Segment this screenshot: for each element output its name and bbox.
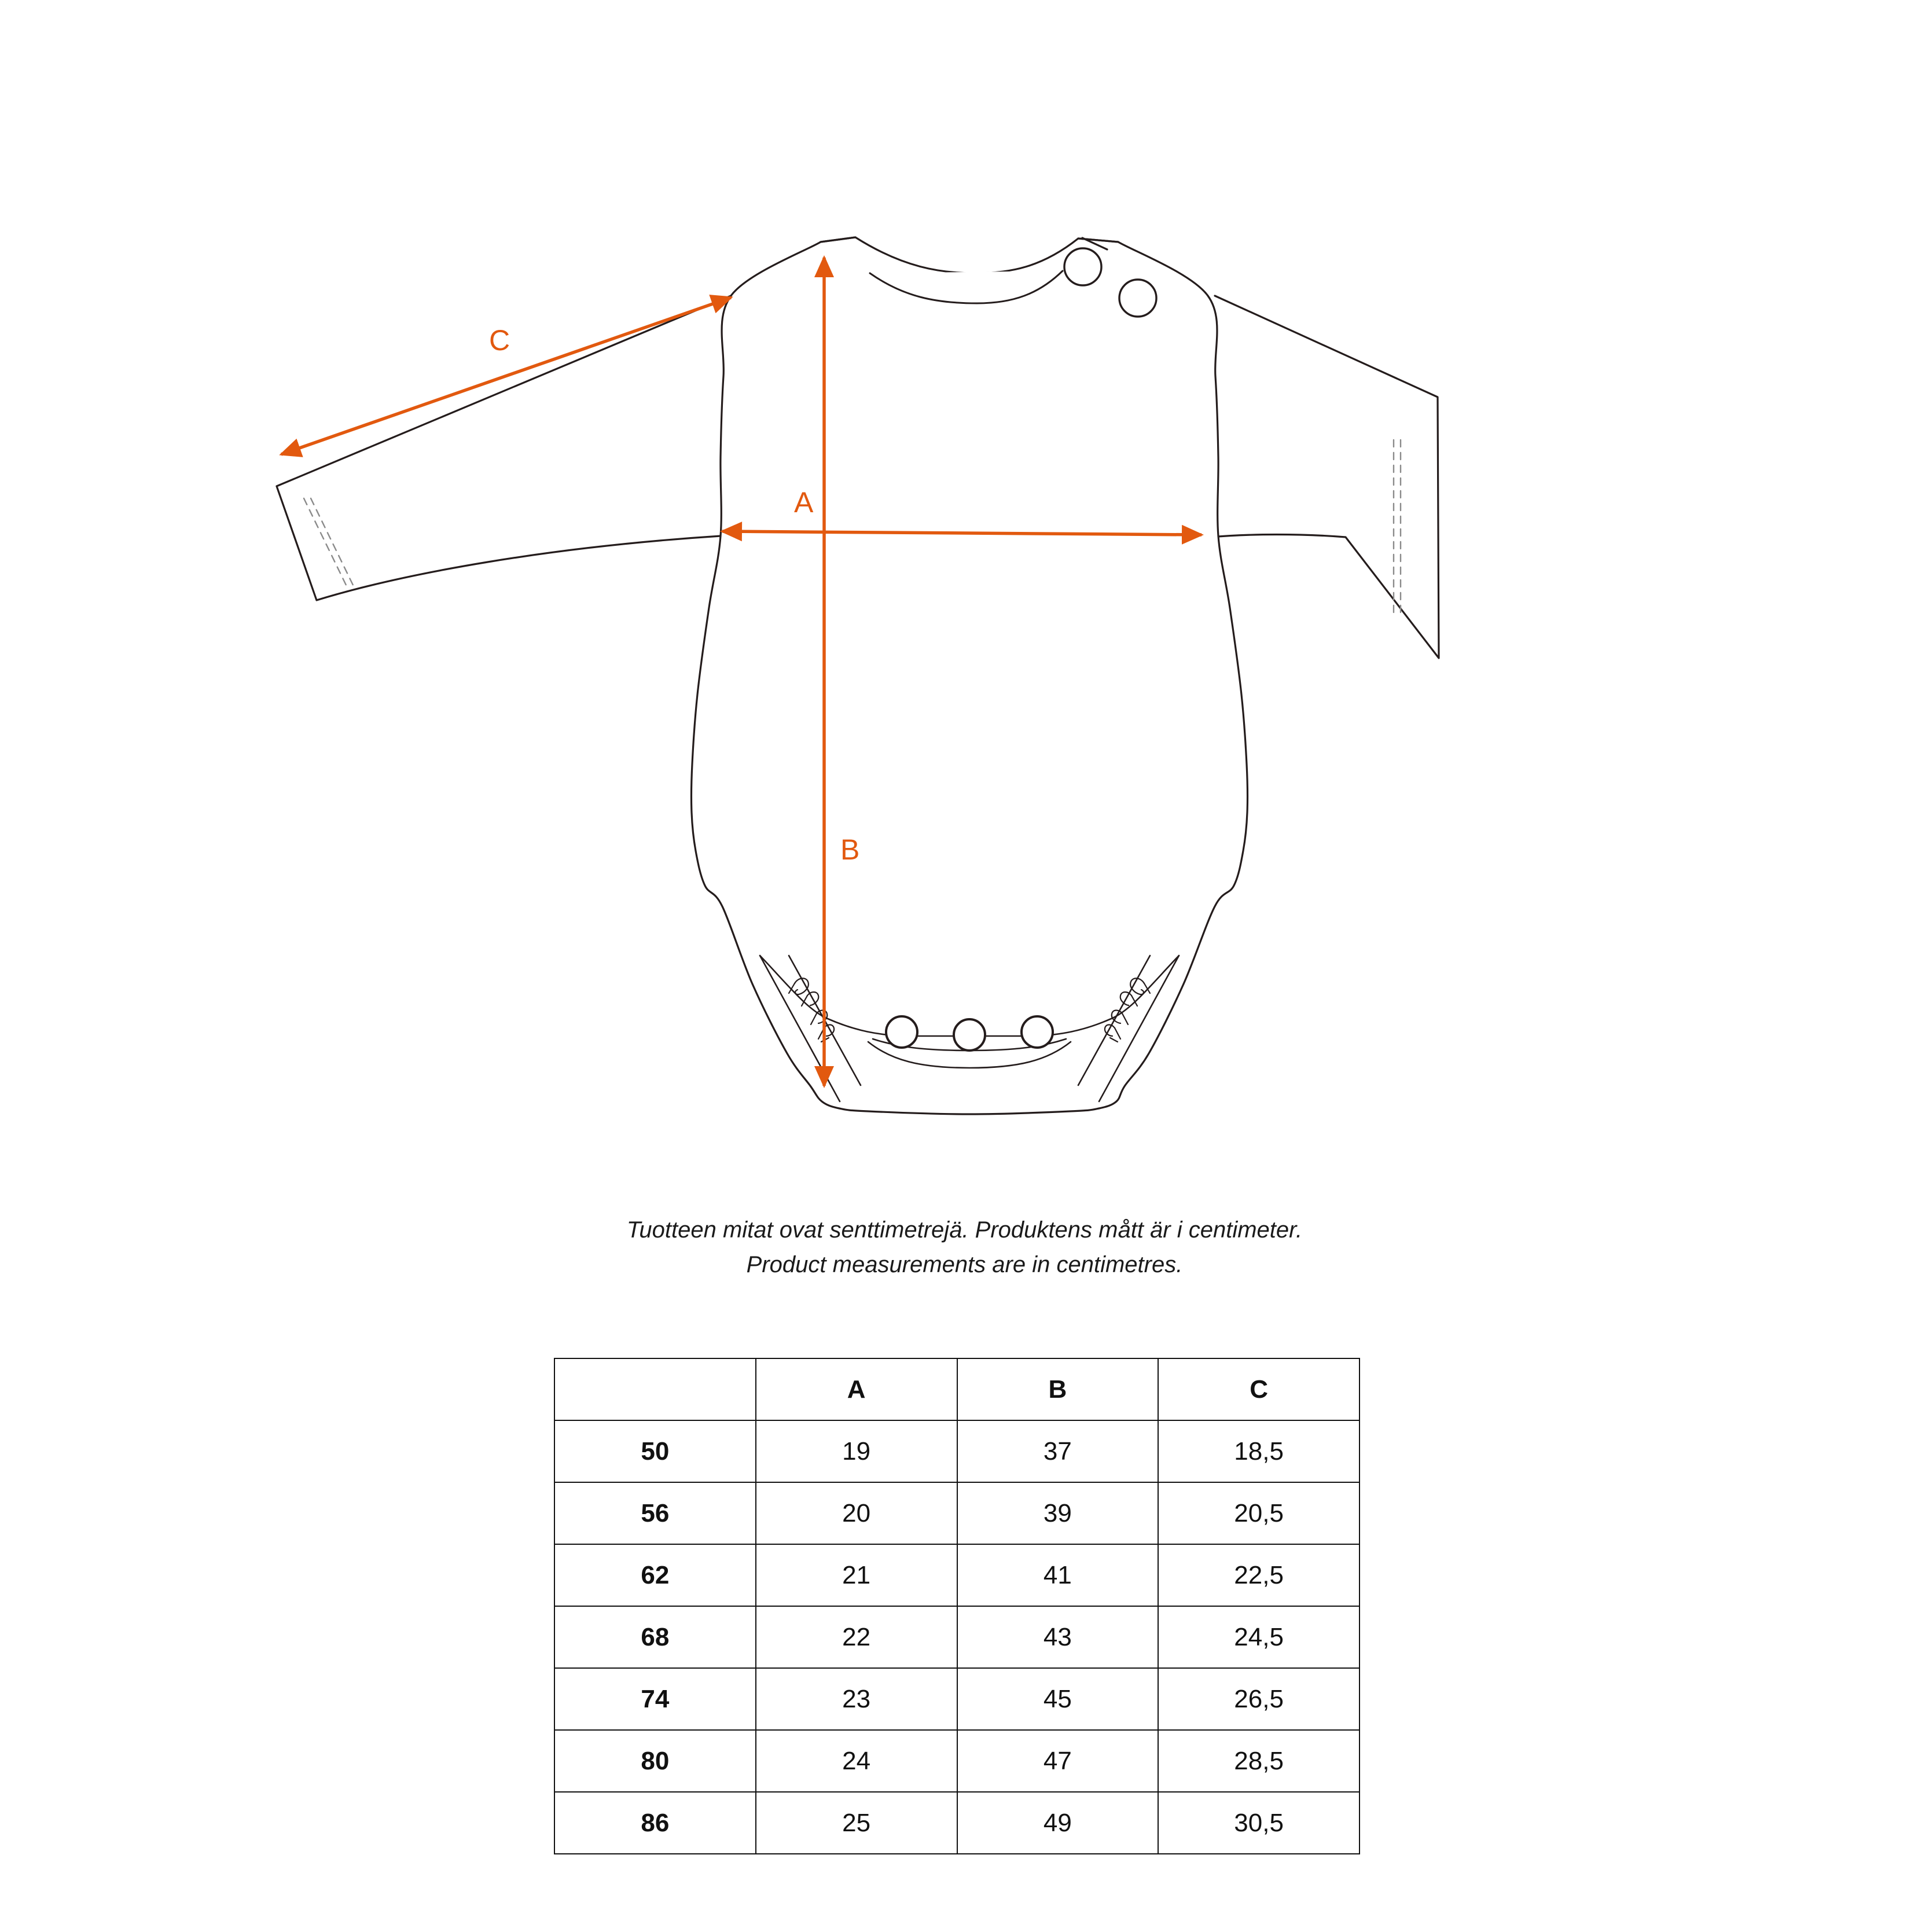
svg-text:B: B [840,833,859,866]
svg-text:C: C [489,324,510,357]
svg-text:A: A [794,486,814,519]
